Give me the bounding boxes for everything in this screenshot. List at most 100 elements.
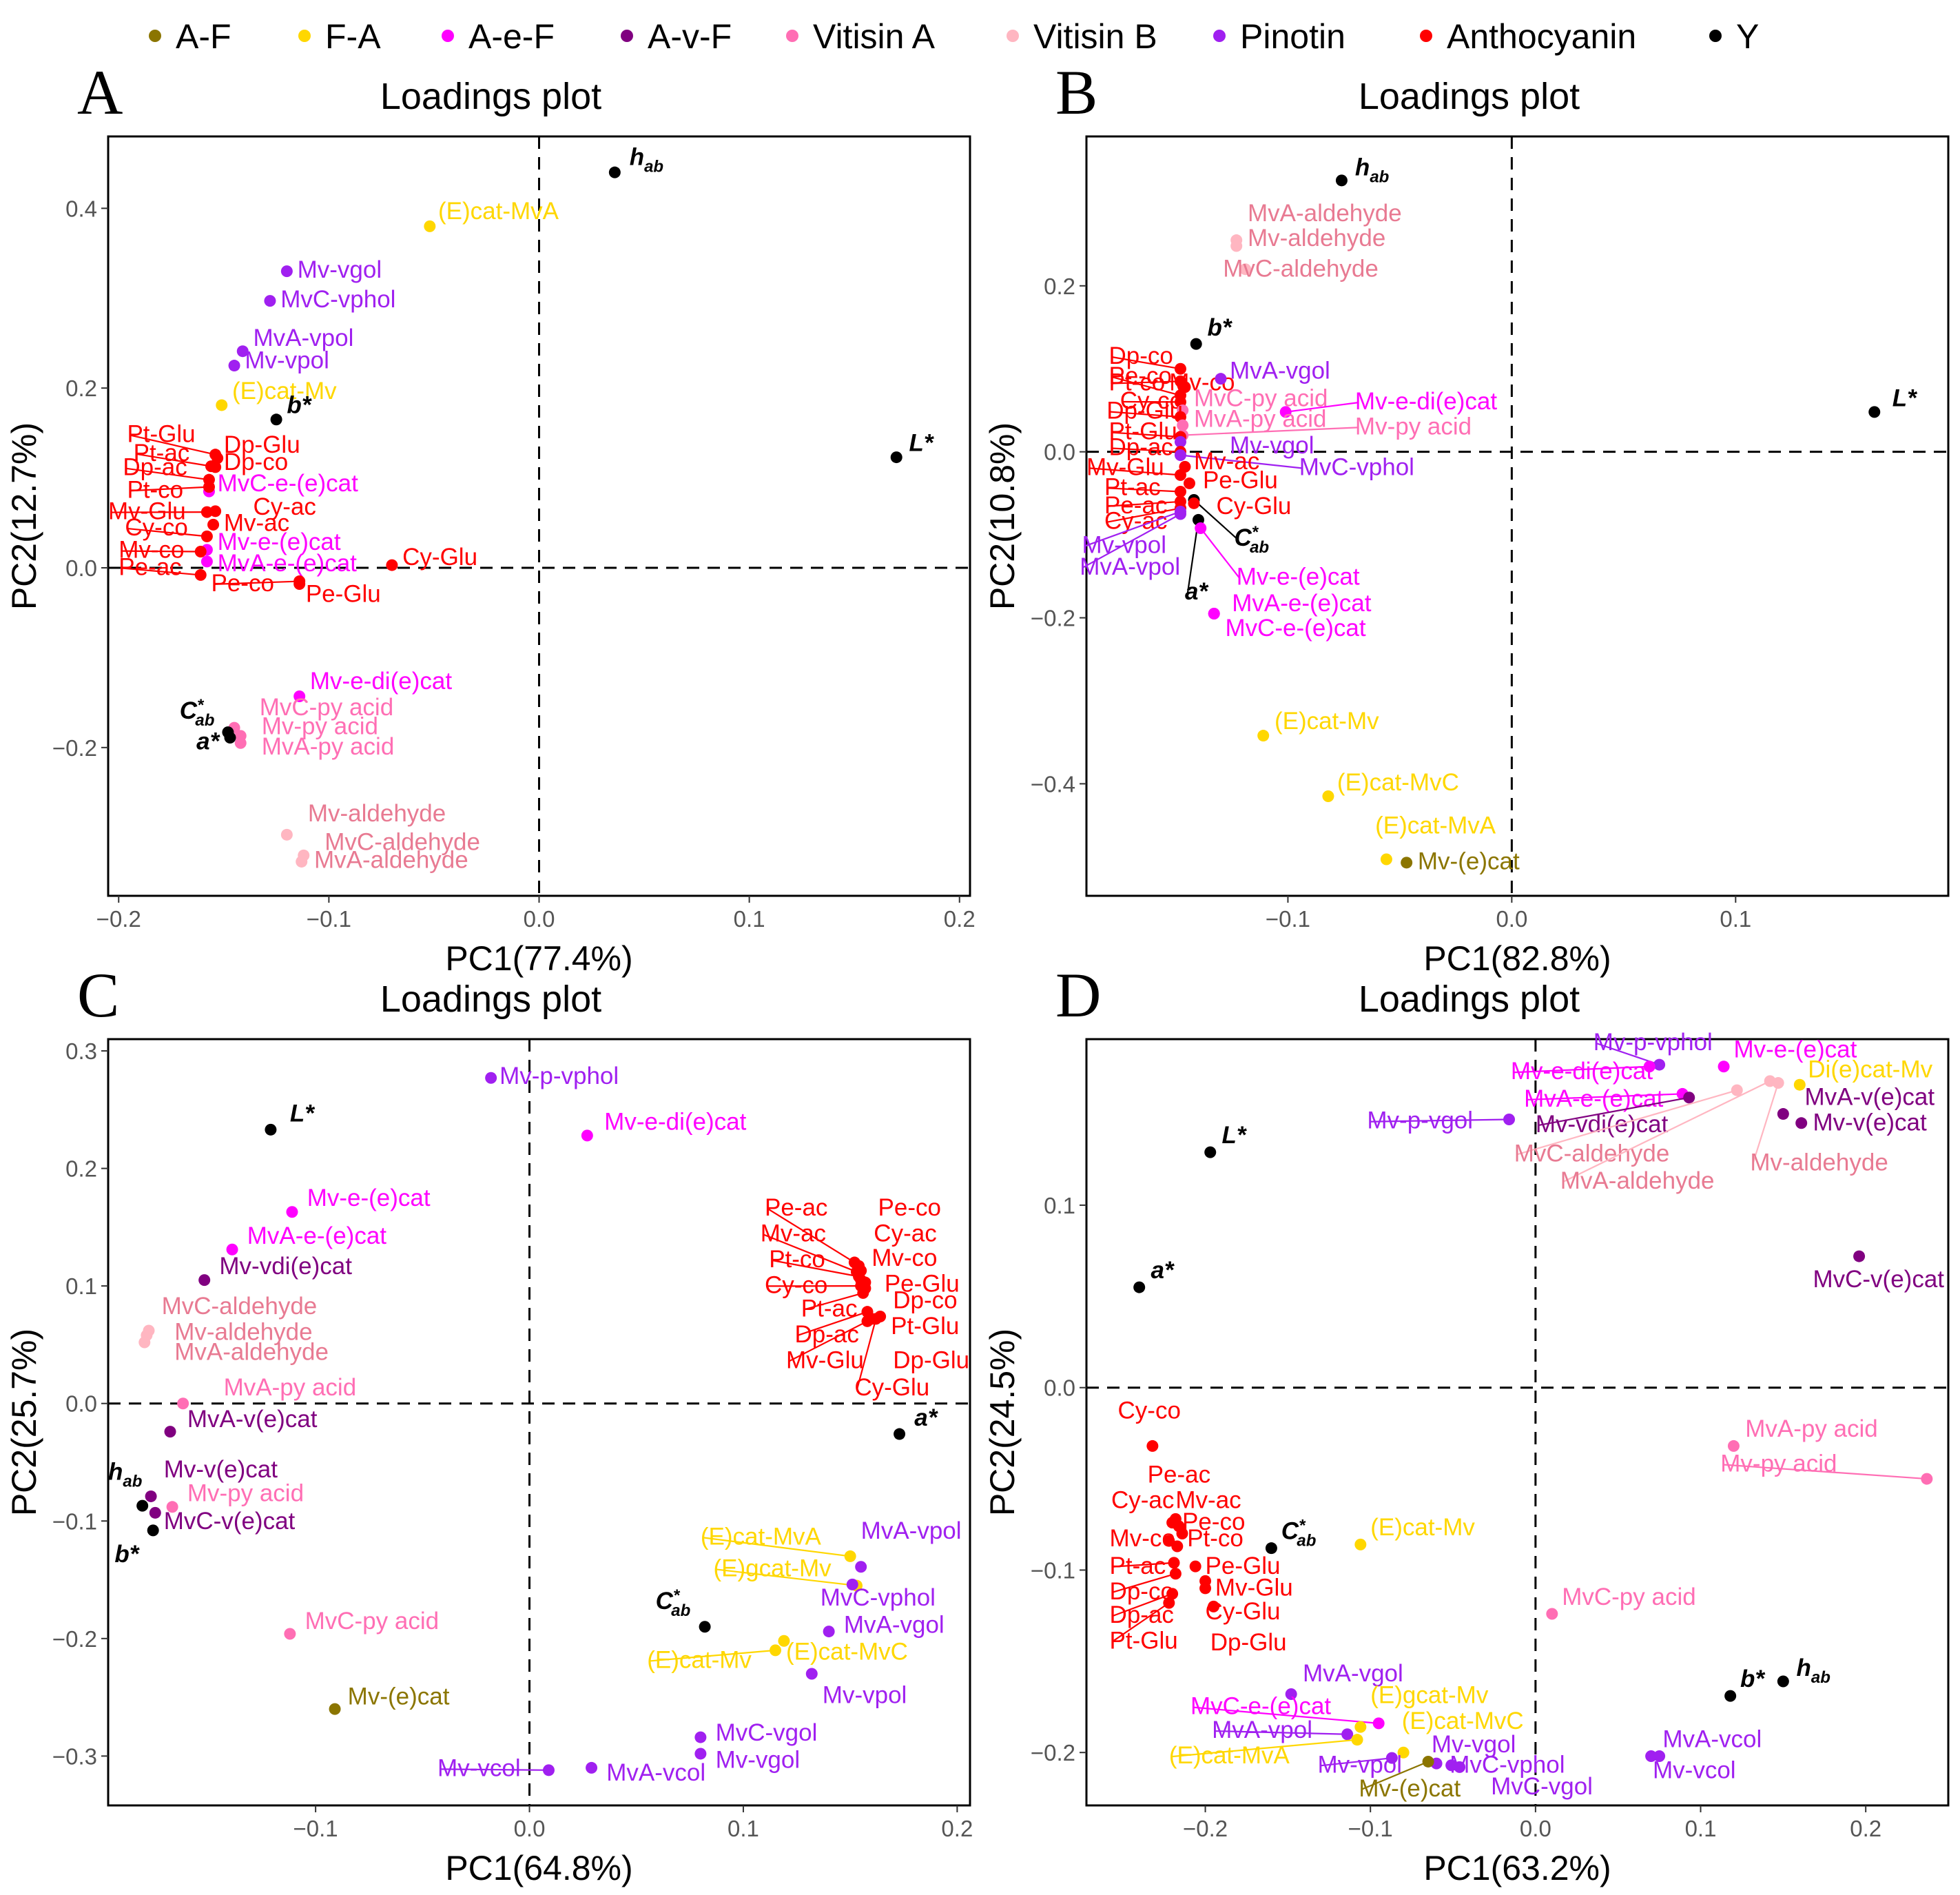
x-tick-label: 0.0 (1520, 1816, 1551, 1841)
point-label: C* ab (656, 1586, 691, 1620)
point-mva-vpol (1341, 1728, 1354, 1741)
point-label: Dp-co (1108, 342, 1173, 369)
point-label: Dp-ac (1108, 433, 1173, 460)
point-label: MvC-aldehyde (324, 828, 480, 855)
point-label: MvA-py acid (224, 1374, 357, 1401)
point-pt-co (203, 481, 215, 493)
x-tick-label: 0.1 (728, 1816, 759, 1841)
leader-line (1193, 1706, 1379, 1724)
y-tick-label: 0.0 (65, 555, 97, 581)
leader-line (1562, 1080, 1771, 1183)
point-label: MvC-e-(e)cat (1190, 1693, 1331, 1720)
point-label: MvA-aldehyde (1560, 1167, 1715, 1194)
leader-line (130, 486, 209, 492)
leader-line (1182, 427, 1358, 436)
leader-line (1111, 376, 1181, 396)
legend-label-vitisin-b: Vitisin B (1033, 17, 1157, 56)
point-label: Pt-co (127, 476, 183, 503)
point-label: Mv-py acid (1355, 413, 1472, 440)
x-tick-label: 0.1 (1720, 906, 1751, 932)
point-l (1868, 406, 1881, 418)
point-label: Pe-ac (1148, 1461, 1210, 1488)
point-label: MvC-e-(e)cat (218, 470, 358, 497)
point-label: Mv-e-(e)cat (1237, 563, 1360, 590)
point-label: Pt-co (1108, 369, 1165, 396)
panel-title: Loadings plot (1359, 979, 1580, 1020)
legend-marker-f-a (298, 30, 311, 42)
panel-a: A Loadings plot −0.2 −0.1 0.0 0.1 0.2 −0.2 0.0 0.… (5, 57, 976, 978)
point-label: Mv-aldehyde (1750, 1149, 1888, 1176)
point-label: MvA-v(e)cat (187, 1406, 318, 1433)
y-axis-label: PC2(10.8%) (983, 422, 1022, 610)
point-label: (E)cat-MvA (438, 198, 559, 225)
point-label: Mv-e-(e)cat (218, 529, 341, 555)
point-mvc-vphol (264, 295, 276, 307)
point-h-ab (136, 1499, 149, 1512)
point-mv-vcol (542, 1764, 555, 1776)
y-tick-label: −0.2 (52, 735, 97, 761)
y-tick-label: 0.2 (1044, 274, 1075, 299)
legend-marker-anthocyanin (1420, 30, 1432, 42)
point-mv-co (1163, 1535, 1175, 1547)
point-label: Cy-ac (254, 493, 316, 520)
point-label: Pe-Glu (1203, 467, 1278, 494)
point-label: (E)cat-MvC (1337, 769, 1459, 796)
point-cy-co (200, 530, 213, 542)
panel-title: Loadings plot (380, 76, 601, 117)
point-label: (E)cat-Mv (1370, 1514, 1475, 1541)
point-dp-glu (212, 452, 224, 464)
legend-marker-a-f (149, 30, 161, 42)
point-mvc-vphol (1174, 449, 1186, 461)
point-label: MvA-e-(e)cat (1524, 1085, 1664, 1112)
point-label: Mv-vcol (437, 1754, 521, 1781)
point-mva-py-acid (234, 737, 247, 749)
leader-line (1111, 431, 1181, 438)
point-mv-e-di-e-cat (1643, 1061, 1655, 1073)
y-tick-label: 0.0 (65, 1391, 97, 1417)
x-tick-label: −0.1 (307, 906, 351, 932)
point-label: MvA-e-(e)cat (1232, 590, 1372, 617)
leader-line (856, 1318, 877, 1389)
leader-line (1320, 1757, 1392, 1767)
leader-line (767, 1207, 855, 1263)
x-tick-label: −0.1 (293, 1816, 338, 1841)
point-label: Cy-ac (1111, 1486, 1174, 1513)
x-tick-label: 0.2 (1850, 1816, 1881, 1841)
point-label: Pt-Glu (1108, 418, 1177, 445)
point-label: MvA-aldehyde (174, 1339, 329, 1366)
point-b (270, 413, 282, 426)
leader-line (763, 1233, 857, 1273)
point-label: MvC-vgol (1491, 1773, 1593, 1800)
point-mv-ac (207, 518, 220, 531)
point-mva-vgol (823, 1626, 835, 1638)
point-mv-p-vphol (1653, 1058, 1666, 1071)
point-label: Mv-p-vgol (1367, 1107, 1473, 1134)
legend-label-a-v-f: A-v-F (648, 17, 732, 56)
y-tick-label: 0.0 (1044, 440, 1075, 465)
y-axis-label: PC2(25.7%) (5, 1329, 43, 1516)
point-mv-vdi-e-cat (198, 1274, 211, 1287)
leader-line (1723, 1464, 1927, 1480)
point-label: (E)cat-MvC (786, 1639, 908, 1666)
point-mva-vcol (586, 1761, 598, 1774)
point-label: MvC-py acid (305, 1608, 439, 1635)
legend-label-vitisin-a: Vitisin A (813, 17, 936, 56)
point-label: Mv-(e)cat (348, 1683, 450, 1710)
point-mva-vcol (1645, 1750, 1658, 1763)
leader-line (1111, 447, 1181, 453)
plot-frame (1085, 1038, 1950, 1807)
point-label: (E)cat-MvC (1402, 1708, 1524, 1734)
point-pt-ac (857, 1287, 869, 1299)
legend: A-F F-A A-e-F A-v-F Vitisin A Vitisin B Pinoti… (149, 17, 1759, 56)
panel-letter: A (77, 57, 123, 127)
point-dp-glu (1208, 1600, 1220, 1612)
y-axis-label: PC2(12.7%) (5, 422, 43, 610)
point-mv-vpol (805, 1668, 818, 1680)
leader-line (650, 1649, 776, 1662)
point-label: Mv-aldehyde (1248, 225, 1385, 252)
point-label: Pe-co (212, 570, 274, 597)
point-label: MvA-aldehyde (314, 847, 468, 874)
point-label: Pe-co (1108, 362, 1171, 389)
point-label: Dp-ac (123, 454, 187, 481)
